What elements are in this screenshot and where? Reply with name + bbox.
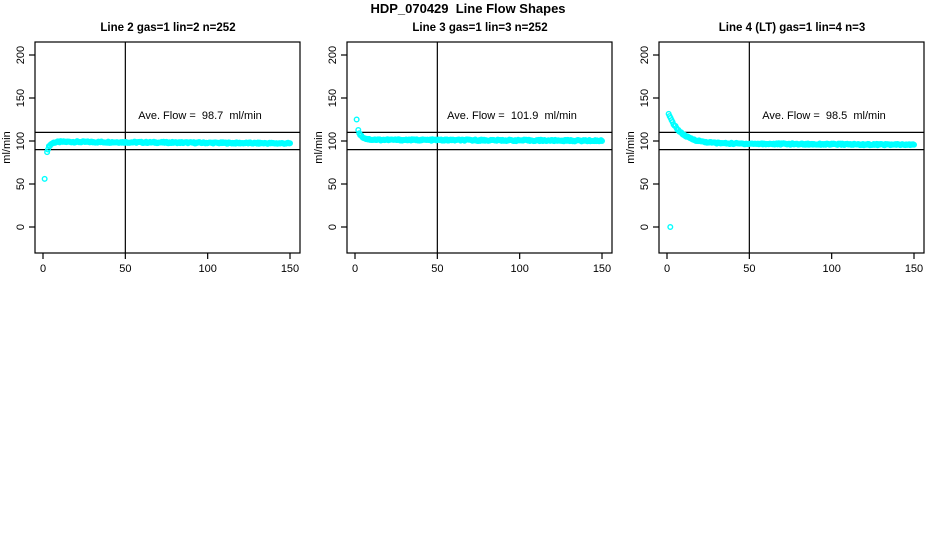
- y-axis-label: ml/min: [1, 131, 13, 163]
- y-tick-label: 50: [15, 178, 27, 190]
- y-tick-label: 150: [327, 89, 339, 107]
- x-tick-label: 50: [743, 263, 755, 275]
- data-point: [41, 175, 48, 182]
- y-tick-label: 150: [639, 89, 651, 107]
- x-tick-label: 100: [510, 263, 528, 275]
- y-tick-label: 100: [15, 132, 27, 150]
- x-tick-label: 150: [905, 263, 923, 275]
- y-tick-label: 0: [15, 224, 27, 230]
- x-tick-label: 50: [119, 263, 131, 275]
- data-point: [355, 127, 362, 134]
- panel-title: Line 3 gas=1 lin=3 n=252: [412, 22, 548, 34]
- plot-frame: [34, 41, 301, 254]
- ave-flow-annotation: Ave. Flow = 98.5 ml/min: [762, 110, 886, 122]
- y-tick-label: 0: [327, 224, 339, 230]
- x-tick-label: 100: [822, 263, 840, 275]
- ave-flow-annotation: Ave. Flow = 101.9 ml/min: [447, 110, 577, 122]
- ave-flow-annotation: Ave. Flow = 98.7 ml/min: [138, 110, 262, 122]
- flow-panel-line2: Line 2 gas=1 lin=2 n=252 0 50 100 150 0 50 100…: [0, 20, 312, 295]
- plot-frame: [346, 41, 613, 254]
- flow-panel-line4: Line 4 (LT) gas=1 lin=4 n=3 0 50 100 150 0 50…: [624, 20, 936, 295]
- y-axis-label: ml/min: [313, 131, 325, 163]
- data-point: [911, 141, 918, 148]
- x-tick-label: 100: [198, 263, 216, 275]
- data-point: [353, 116, 360, 123]
- x-tick-label: 0: [40, 263, 46, 275]
- y-tick-label: 0: [639, 224, 651, 230]
- y-tick-label: 100: [639, 132, 651, 150]
- panel-title: Line 2 gas=1 lin=2 n=252: [100, 22, 236, 34]
- flow-plot: 0 50 100 150 0 50 100 150 200 ml/min: [313, 41, 613, 275]
- flow-plot: 0 50 100 150 0 50 100 150 200 ml/min: [625, 41, 925, 275]
- data-point: [667, 223, 674, 230]
- x-tick-label: 0: [664, 263, 670, 275]
- flow-plot: 0 50 100 150 0 50 100 150 200 ml/min: [1, 41, 301, 275]
- y-tick-label: 50: [639, 178, 651, 190]
- page-title: HDP_070429 Line Flow Shapes: [370, 1, 566, 16]
- data-point: [287, 140, 294, 147]
- data-point: [44, 149, 51, 156]
- y-tick-label: 100: [327, 132, 339, 150]
- y-tick-label: 200: [327, 46, 339, 64]
- x-tick-label: 0: [352, 263, 358, 275]
- flow-panel-line3: Line 3 gas=1 lin=3 n=252 0 50 100 150 0 50 100…: [312, 20, 624, 295]
- y-tick-label: 150: [15, 89, 27, 107]
- plot-frame: [658, 41, 925, 254]
- y-tick-label: 200: [15, 46, 27, 64]
- y-tick-label: 200: [639, 46, 651, 64]
- x-tick-label: 150: [593, 263, 611, 275]
- y-axis-label: ml/min: [625, 131, 637, 163]
- data-point: [599, 137, 606, 144]
- x-tick-label: 50: [431, 263, 443, 275]
- panel-title: Line 4 (LT) gas=1 lin=4 n=3: [718, 22, 866, 34]
- x-tick-label: 150: [281, 263, 299, 275]
- y-tick-label: 50: [327, 178, 339, 190]
